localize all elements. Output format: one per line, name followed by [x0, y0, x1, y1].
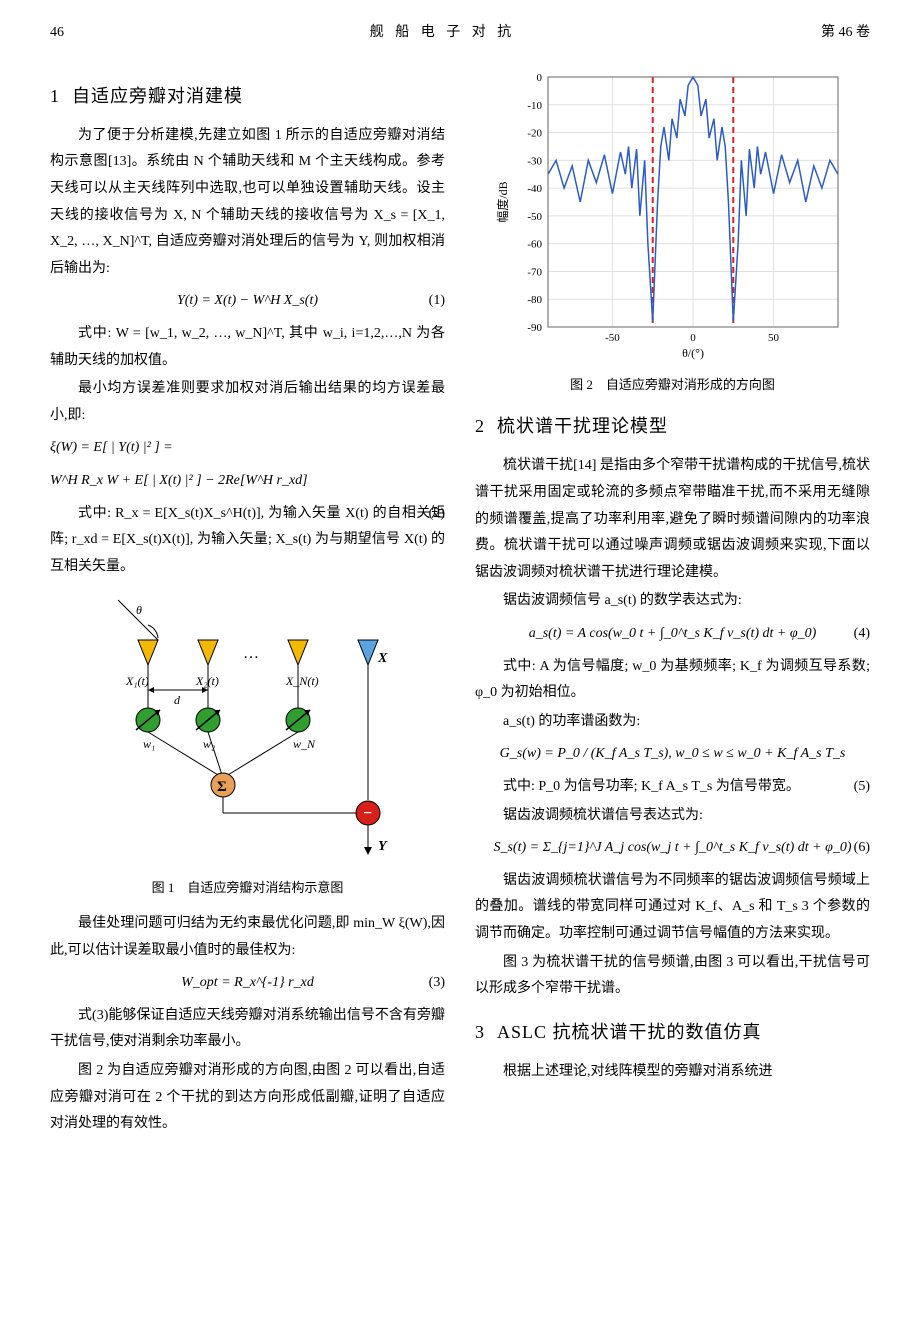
figure-1: θ … X₁(t) X₂(t) X_N(t) X d — [50, 590, 445, 901]
svg-text:…: … — [243, 645, 259, 662]
svg-text:-50: -50 — [527, 210, 542, 222]
para-1: 为了便于分析建模,先建立如图 1 所示的自适应旁瓣对消结构示意图[13]。系统由… — [50, 123, 445, 283]
svg-text:X₁(t): X₁(t) — [125, 674, 149, 688]
svg-text:-10: -10 — [527, 99, 542, 111]
svg-text:-90: -90 — [527, 322, 542, 334]
para-8: 梳状谱干扰[14] 是指由多个窄带干扰谱构成的干扰信号,梳状谱干扰采用固定或轮流… — [475, 453, 870, 586]
para-12: 式中: P_0 为信号功率; K_f A_s T_s 为信号带宽。 — [475, 774, 870, 801]
svg-text:d: d — [174, 693, 181, 707]
content-columns: 1 自适应旁瓣对消建模 为了便于分析建模,先建立如图 1 所示的自适应旁瓣对消结构… — [50, 67, 870, 1297]
svg-text:-80: -80 — [527, 294, 542, 306]
formula-2a: ξ(W) = E[ | Y(t) |² ] = — [50, 435, 445, 462]
figure-1-caption: 图 1 自适应旁瓣对消结构示意图 — [50, 876, 445, 901]
para-15: 图 3 为梳状谱干扰的信号频谱,由图 3 可以看出,干扰信号可以形成多个窄带干扰… — [475, 950, 870, 1003]
figure-2-caption: 图 2 自适应旁瓣对消形成的方向图 — [475, 373, 870, 398]
section-1-title: 1 自适应旁瓣对消建模 — [50, 79, 445, 113]
para-4: 式中: R_x = E[X_s(t)X_s^H(t)], 为输入矢量 X(t) … — [50, 501, 445, 581]
figure-1-svg: θ … X₁(t) X₂(t) X_N(t) X d — [88, 590, 408, 870]
formula-1: Y(t) = X(t) − W^H X_s(t) (1) — [50, 288, 445, 315]
svg-text:幅度/dB: 幅度/dB — [495, 181, 510, 222]
figure-2: 0 -10 -20 -30 -40 -50 -60 -70 -80 -90 -50 0 50 θ/(°) 幅… — [475, 67, 870, 398]
section-1-num: 1 — [50, 86, 60, 106]
svg-text:-30: -30 — [527, 155, 542, 167]
para-7: 图 2 为自适应旁瓣对消形成的方向图,由图 2 可以看出,自适应旁瓣对消可在 2… — [50, 1058, 445, 1138]
para-16: 根据上述理论,对线阵模型的旁瓣对消系统进 — [475, 1059, 870, 1086]
para-13: 锯齿波调频梳状谱信号表达式为: — [475, 803, 870, 830]
para-3: 最小均方误差准则要求加权对消后输出结果的均方误差最小,即: — [50, 376, 445, 429]
svg-text:θ/(°): θ/(°) — [682, 346, 704, 360]
section-2-text: 梳状谱干扰理论模型 — [497, 416, 668, 436]
svg-text:−: − — [363, 805, 372, 822]
svg-text:0: 0 — [690, 332, 696, 344]
para-10: 式中: A 为信号幅度; w_0 为基频频率; K_f 为调频互导系数; φ_0… — [475, 654, 870, 707]
watermark-wrap: 式中: R_x = E[X_s(t)X_s^H(t)], 为输入矢量 X(t) … — [50, 501, 445, 581]
formula-6: S_s(t) = Σ_{j=1}^J A_j cos(w_j t + ∫_0^t… — [475, 835, 870, 862]
volume-label: 第 46 卷 — [821, 20, 870, 47]
svg-text:-60: -60 — [527, 238, 542, 250]
para-2: 式中: W = [w_1, w_2, …, w_N]^T, 其中 w_i, i=… — [50, 321, 445, 374]
svg-text:X₂(t): X₂(t) — [195, 674, 219, 688]
section-2-num: 2 — [475, 416, 485, 436]
svg-text:Y: Y — [378, 839, 388, 854]
para-5: 最佳处理问题可归结为无约束最优化问题,即 min_W ξ(W),因此,可以估计误… — [50, 911, 445, 964]
figure-2-svg: 0 -10 -20 -30 -40 -50 -60 -70 -80 -90 -50 0 50 θ/(°) 幅… — [493, 67, 853, 367]
formula-3: W_opt = R_x^{-1} r_xd (3) — [50, 970, 445, 997]
svg-text:Σ: Σ — [217, 779, 227, 795]
svg-text:w₁: w₁ — [143, 737, 155, 751]
para-9: 锯齿波调频信号 a_s(t) 的数学表达式为: — [475, 588, 870, 615]
section-3-text: ASLC 抗梳状谱干扰的数值仿真 — [497, 1022, 762, 1042]
svg-text:X_N(t): X_N(t) — [285, 674, 319, 688]
svg-text:50: 50 — [768, 332, 780, 344]
section-3-num: 3 — [475, 1022, 485, 1042]
svg-text:-20: -20 — [527, 127, 542, 139]
para-11: a_s(t) 的功率谱函数为: — [475, 709, 870, 736]
para-14: 锯齿波调频梳状谱信号为不同频率的锯齿波调频信号频域上的叠加。谱线的带宽同样可通过… — [475, 868, 870, 948]
formula-4: a_s(t) = A cos(w_0 t + ∫_0^t_s K_f v_s(t… — [475, 621, 870, 648]
section-3-title: 3 ASLC 抗梳状谱干扰的数值仿真 — [475, 1015, 870, 1049]
svg-text:X: X — [377, 651, 388, 666]
svg-text:-70: -70 — [527, 266, 542, 278]
page-header: 46 舰 船 电 子 对 抗 第 46 卷 — [50, 20, 870, 47]
formula-5: G_s(w) = P_0 / (K_f A_s T_s), w_0 ≤ w ≤ … — [475, 741, 870, 768]
page-number-left: 46 — [50, 20, 64, 47]
svg-text:w_N: w_N — [293, 737, 316, 751]
formula-2b: W^H R_x W + E[ | X(t) |² ] − 2Re[W^H r_x… — [50, 468, 445, 495]
section-2-title: 2 梳状谱干扰理论模型 — [475, 409, 870, 443]
svg-text:-50: -50 — [605, 332, 620, 344]
svg-text:0: 0 — [536, 72, 542, 84]
para-6: 式(3)能够保证自适应天线旁瓣对消系统输出信号不含有旁瓣干扰信号,使对消剩余功率… — [50, 1003, 445, 1056]
section-1-text: 自适应旁瓣对消建模 — [72, 86, 243, 106]
svg-text:θ: θ — [136, 603, 142, 617]
svg-text:-40: -40 — [527, 183, 542, 195]
journal-title: 舰 船 电 子 对 抗 — [370, 20, 516, 47]
